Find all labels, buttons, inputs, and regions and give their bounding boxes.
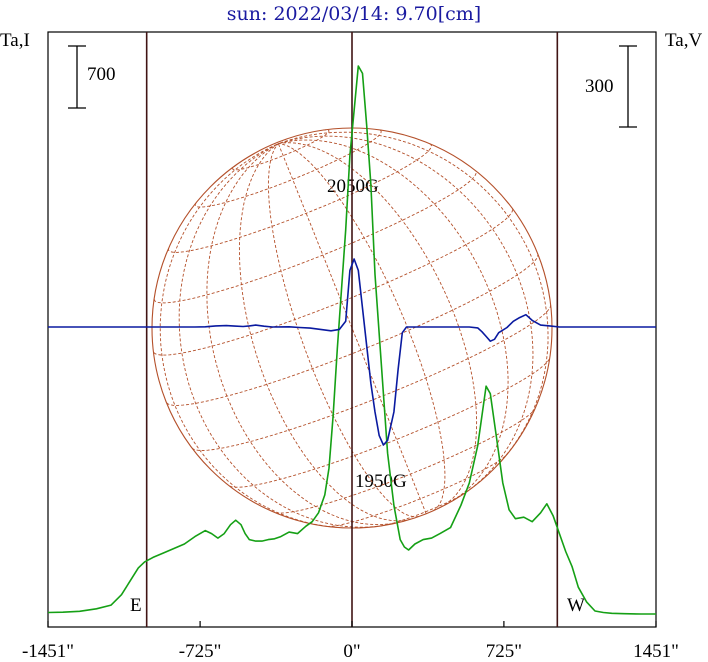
x-axis-ticks: -1451" -725" 0" 725" 1451" xyxy=(22,621,679,662)
annotation-2050g: 2050G xyxy=(327,176,379,197)
chart-title: sun: 2022/03/14: 9.70[cm] xyxy=(226,3,482,25)
limb-label-east: E xyxy=(130,595,142,616)
x-tick-label: -725" xyxy=(179,641,222,662)
y-axis-right-label: Ta,V xyxy=(665,30,703,51)
x-tick-label: 0" xyxy=(343,641,360,662)
y-axis-left-label: Ta,I xyxy=(0,30,30,51)
series-polarization-line xyxy=(48,258,656,446)
x-tick-label: 1451" xyxy=(633,641,679,662)
limb-label-west: W xyxy=(567,595,585,616)
polarization-scale-value: 300 xyxy=(585,76,614,97)
latitude-gridline xyxy=(167,143,432,253)
longitude-gridline xyxy=(278,142,478,508)
longitude-gridline xyxy=(278,135,534,493)
longitude-gridline xyxy=(178,143,383,528)
latitude-gridline xyxy=(382,492,467,527)
latitude-gridline xyxy=(166,254,539,406)
x-tick-label: -1451" xyxy=(22,641,74,662)
solar-disk-grid xyxy=(151,127,553,529)
x-tick-label: 725" xyxy=(486,641,522,662)
latitude-gridline xyxy=(194,129,382,208)
series-intensity-line xyxy=(47,65,656,615)
vertical-markers xyxy=(145,32,559,627)
latitude-gridline xyxy=(153,209,513,356)
longitude-gridline xyxy=(159,143,338,528)
longitude-gridline xyxy=(238,143,412,522)
latitude-gridline xyxy=(232,129,330,171)
latitude-gridline xyxy=(229,358,551,488)
longitude-gridline xyxy=(206,143,399,526)
longitude-gridline xyxy=(278,131,549,463)
latitude-gridline xyxy=(153,170,477,304)
longitude-gridline xyxy=(277,143,427,514)
series-lines xyxy=(47,65,656,615)
longitude-gridline xyxy=(267,143,419,518)
scale-bars xyxy=(68,45,637,128)
intensity-scale-value: 700 xyxy=(87,64,116,85)
longitude-gridline xyxy=(278,139,509,502)
